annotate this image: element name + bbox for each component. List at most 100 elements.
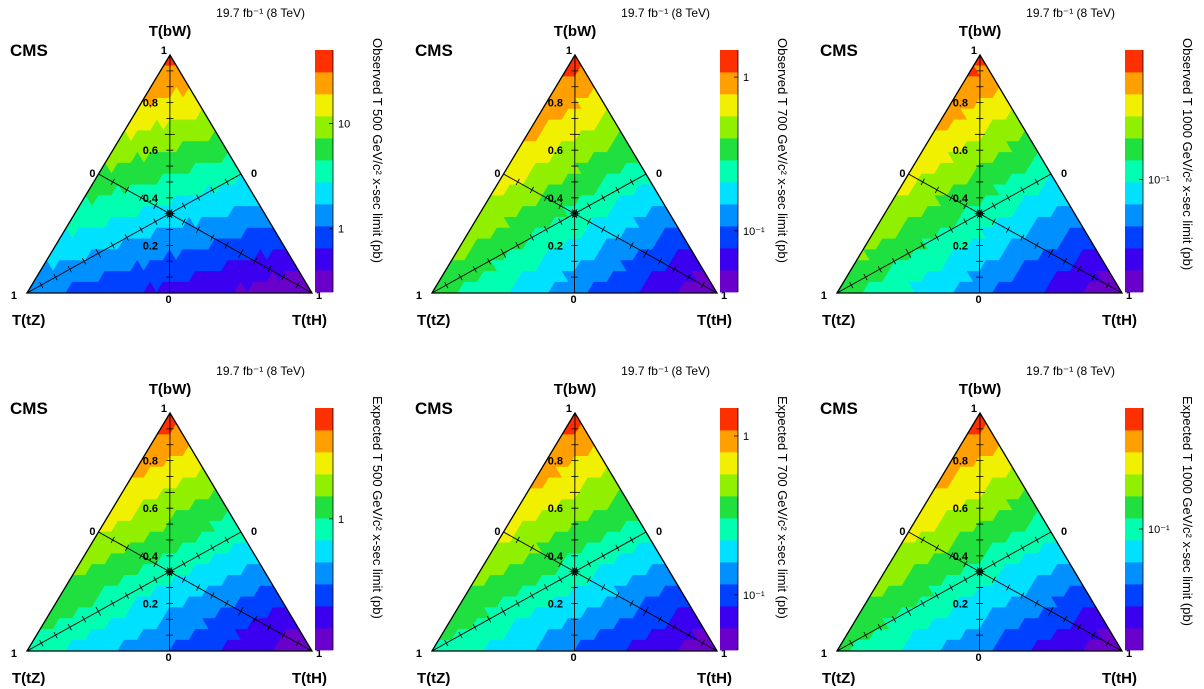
colorbar-tick-label: 10⁻¹ xyxy=(743,590,765,602)
axis-tick xyxy=(920,178,925,186)
vertex-label-bw: T(bW) xyxy=(554,381,596,398)
axis-tick xyxy=(905,606,912,616)
axis-tick-label: 0.6 xyxy=(953,145,968,157)
colorbar-band xyxy=(315,248,333,271)
colorbar-band xyxy=(720,160,738,183)
axis-tick xyxy=(210,234,215,241)
axis-tick xyxy=(629,600,634,607)
axis-tick xyxy=(905,248,912,258)
experiment-label: CMS xyxy=(10,41,48,60)
colorbar-band xyxy=(315,138,333,161)
colorbar-band xyxy=(1125,518,1143,541)
vertex-label-tz: T(tZ) xyxy=(822,670,855,687)
panel-expected-t-500: 0.2 0.4 0.6 0.8 1 1 1 0 0 0 T(bW) T(tZ) T(tH) CMS 19.7… xyxy=(10,364,385,687)
axis-tick-label: 0.8 xyxy=(143,98,158,110)
axis-tick xyxy=(295,281,300,289)
axis-tick xyxy=(601,584,606,591)
axis-tick xyxy=(934,592,939,599)
axis-tick xyxy=(238,606,244,616)
vertex-label-bw: T(bW) xyxy=(149,381,191,398)
axis-tick xyxy=(487,258,492,265)
heatmap-cells xyxy=(26,54,313,294)
colorbar-title: Observed T 500 GeV/c² x-sec limit (pb) xyxy=(370,38,385,263)
axis-th xyxy=(98,173,313,294)
axis-tick xyxy=(1020,544,1025,552)
axis-tick xyxy=(544,584,549,591)
axis-tick xyxy=(934,234,939,241)
axis-tick xyxy=(181,202,186,209)
colorbar-band xyxy=(720,474,738,497)
axis-tick xyxy=(1048,248,1054,258)
axis-tick xyxy=(963,218,968,225)
colorbar-band xyxy=(720,408,738,431)
axis-tick xyxy=(629,178,634,186)
axis-tick xyxy=(700,639,705,647)
bottom-zero-tick: 0 xyxy=(165,294,171,306)
axis-tick xyxy=(295,639,300,647)
axis-tick xyxy=(601,552,606,560)
lumi-label: 19.7 fb⁻¹ (8 TeV) xyxy=(216,364,305,378)
panel-expected-t-1000: 0.2 0.4 0.6 0.8 1 1 1 0 0 0 T(bW) T(tZ) T(tH) CMS 19.7… xyxy=(820,364,1195,687)
colorbar-band xyxy=(315,94,333,117)
axis-tick xyxy=(181,218,186,225)
axis-tick xyxy=(82,258,87,265)
axis-tick xyxy=(124,544,130,552)
axis-tick xyxy=(458,273,463,281)
vertex-label-tz: T(tZ) xyxy=(822,312,855,329)
axis-tick xyxy=(110,536,115,544)
colorbar-band xyxy=(1125,408,1143,431)
axis-tick xyxy=(601,226,606,233)
colorbar-band xyxy=(315,584,333,607)
vertex-label-th: T(tH) xyxy=(1102,312,1137,329)
colorbar-band xyxy=(1125,474,1143,497)
axis-tick xyxy=(949,194,954,202)
axis-tick xyxy=(267,265,272,273)
vertex-tick-right: 1 xyxy=(721,648,727,660)
heatmap-cells xyxy=(431,54,718,294)
axis-tick xyxy=(253,616,258,623)
axis-tick xyxy=(210,592,215,599)
vertex-tick-top: 1 xyxy=(566,45,572,57)
axis-tick xyxy=(67,265,72,273)
panel-observed-t-700: 0.2 0.4 0.6 0.8 1 1 1 0 0 0 T(bW) T(tZ) T(tH) CMS 19.7… xyxy=(415,6,790,329)
bottom-zero-tick: 0 xyxy=(975,294,981,306)
colorbar-band xyxy=(720,270,738,293)
colorbar-band xyxy=(720,452,738,475)
colorbar-band xyxy=(720,116,738,139)
axis-tick xyxy=(934,186,940,194)
vertex-label-bw: T(bW) xyxy=(554,23,596,40)
axis-tick xyxy=(629,536,634,544)
axis-tick xyxy=(849,281,854,289)
axis-tick xyxy=(82,616,87,623)
vertex-label-bw: T(bW) xyxy=(959,381,1001,398)
axis-tick xyxy=(643,606,649,616)
axis-tick-label: 0.4 xyxy=(953,551,969,563)
vertex-tick-left: 1 xyxy=(416,290,422,302)
axis-tick xyxy=(658,258,663,265)
vertex-label-th: T(tH) xyxy=(697,670,732,687)
axis-tick xyxy=(1077,623,1082,631)
axis-tick-label: 0.4 xyxy=(143,551,159,563)
colorbar-band xyxy=(1125,270,1143,293)
vertex-tick-right: 1 xyxy=(316,648,322,660)
axis-tick xyxy=(934,544,940,552)
axis-tick-label: 0.8 xyxy=(548,456,563,468)
colorbar-band xyxy=(720,628,738,651)
axis-tick xyxy=(1091,273,1096,281)
axis-tick xyxy=(196,226,201,233)
axis-tick xyxy=(153,218,158,225)
vertex-tick-top: 1 xyxy=(971,45,977,57)
colorbar-band xyxy=(1125,138,1143,161)
colorbar-band xyxy=(720,204,738,227)
lumi-label: 19.7 fb⁻¹ (8 TeV) xyxy=(1026,364,1115,378)
axis-tick xyxy=(586,576,591,583)
axis-tick xyxy=(615,544,620,552)
colorbar-band xyxy=(1125,94,1143,117)
colorbar-band xyxy=(1125,540,1143,563)
axis-tick xyxy=(1020,592,1025,599)
panel-expected-t-700: 0.2 0.4 0.6 0.8 1 1 1 0 0 0 T(bW) T(tZ) T(tH) CMS 19.7… xyxy=(415,364,790,687)
colorbar-band xyxy=(315,116,333,139)
axis-tick xyxy=(253,258,258,265)
left-edge-zero-tick: 0 xyxy=(494,168,500,180)
